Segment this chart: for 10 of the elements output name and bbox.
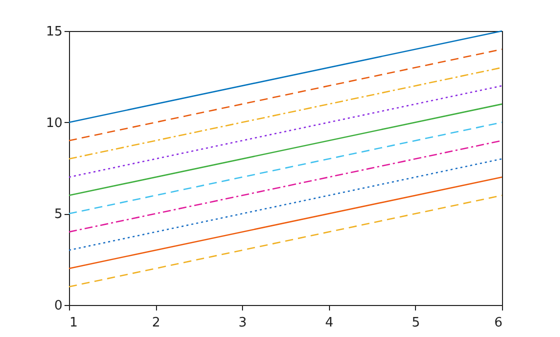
y-tick-label: 0 bbox=[54, 298, 62, 314]
x-tick-label: 6 bbox=[494, 316, 502, 330]
x-tick-label: 2 bbox=[152, 316, 160, 330]
y-tick-label: 15 bbox=[46, 24, 62, 40]
x-tick-label: 4 bbox=[325, 316, 334, 330]
x-tick-label: 1 bbox=[70, 316, 78, 330]
y-tick-label: 10 bbox=[46, 116, 62, 131]
x-tick-label: 5 bbox=[412, 316, 420, 330]
y-tick-label: 5 bbox=[54, 207, 62, 222]
x-tick-label: 3 bbox=[238, 316, 247, 330]
